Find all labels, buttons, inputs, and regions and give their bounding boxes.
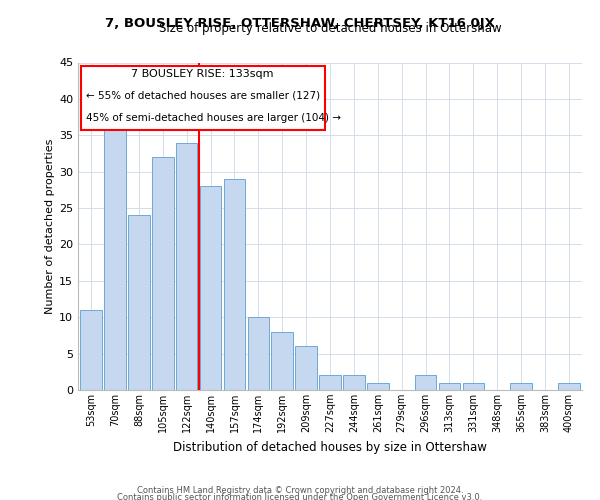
Bar	[271, 332, 293, 390]
Bar	[104, 120, 126, 390]
Y-axis label: Number of detached properties: Number of detached properties	[45, 138, 55, 314]
Bar	[463, 382, 484, 390]
Bar	[200, 186, 221, 390]
Bar	[367, 382, 389, 390]
FancyBboxPatch shape	[80, 66, 325, 130]
Text: 7, BOUSLEY RISE, OTTERSHAW, CHERTSEY, KT16 0JX: 7, BOUSLEY RISE, OTTERSHAW, CHERTSEY, KT…	[105, 18, 495, 30]
Bar	[128, 216, 149, 390]
Title: Size of property relative to detached houses in Ottershaw: Size of property relative to detached ho…	[158, 22, 502, 35]
Bar	[152, 157, 173, 390]
Text: ← 55% of detached houses are smaller (127): ← 55% of detached houses are smaller (12…	[86, 90, 320, 101]
Bar	[439, 382, 460, 390]
Bar	[248, 317, 269, 390]
X-axis label: Distribution of detached houses by size in Ottershaw: Distribution of detached houses by size …	[173, 440, 487, 454]
Bar	[415, 376, 436, 390]
Bar	[224, 179, 245, 390]
Text: 7 BOUSLEY RISE: 133sqm: 7 BOUSLEY RISE: 133sqm	[131, 69, 274, 79]
Text: 45% of semi-detached houses are larger (104) →: 45% of semi-detached houses are larger (…	[86, 114, 341, 124]
Bar	[176, 142, 197, 390]
Bar	[558, 382, 580, 390]
Bar	[319, 376, 341, 390]
Bar	[80, 310, 102, 390]
Bar	[511, 382, 532, 390]
Text: Contains public sector information licensed under the Open Government Licence v3: Contains public sector information licen…	[118, 493, 482, 500]
Bar	[295, 346, 317, 390]
Text: Contains HM Land Registry data © Crown copyright and database right 2024.: Contains HM Land Registry data © Crown c…	[137, 486, 463, 495]
Bar	[343, 376, 365, 390]
